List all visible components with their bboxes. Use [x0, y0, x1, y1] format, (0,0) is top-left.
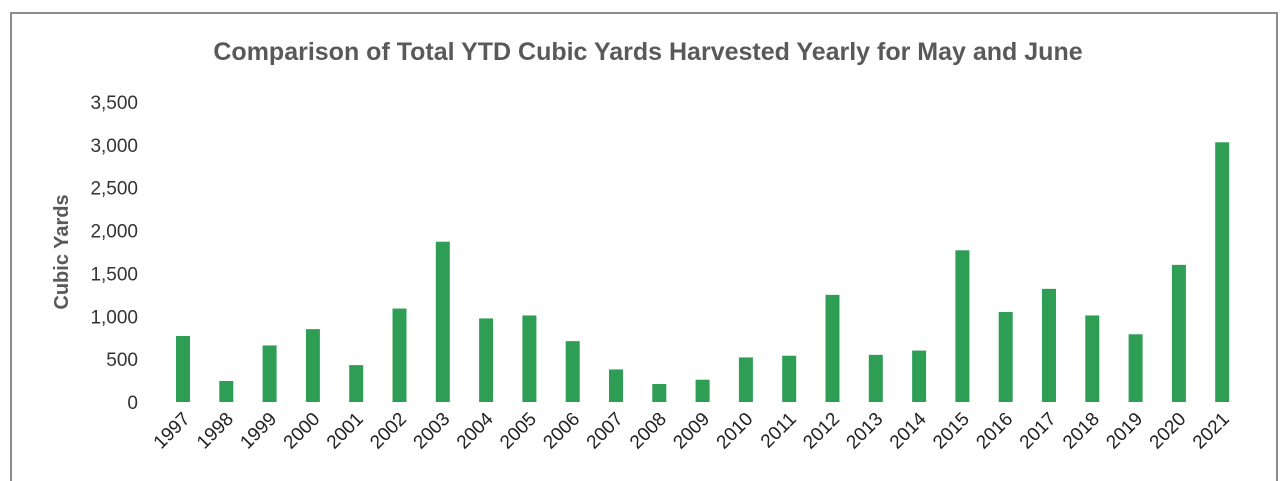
bar-2010 [738, 357, 753, 402]
bar-2004 [479, 318, 494, 402]
x-tick-label: 2008 [626, 409, 671, 454]
x-tick-label: 2018 [1059, 409, 1104, 454]
x-tick-label: 2001 [323, 409, 368, 454]
bar-1998 [219, 381, 234, 402]
x-tick-label: 2012 [799, 409, 844, 454]
x-tick-label: 1997 [150, 409, 195, 454]
chart-frame [10, 12, 1278, 481]
bar-2011 [782, 355, 797, 402]
x-tick-label: 2020 [1146, 409, 1191, 454]
bar-2015 [955, 250, 970, 402]
bar-1997 [176, 336, 190, 402]
x-axis-ticks: 1997199819992000200120022003200420052006… [150, 408, 1234, 453]
x-tick-label: 2021 [1189, 409, 1234, 454]
x-tick-label: 2003 [410, 409, 455, 454]
x-tick-label: 2006 [539, 409, 584, 454]
chart-title: Comparison of Total YTD Cubic Yards Harv… [213, 38, 1082, 66]
x-tick-label: 2011 [757, 409, 801, 453]
x-tick-label: 2017 [1016, 409, 1061, 454]
y-tick-label: 3,500 [90, 93, 138, 114]
bar-2019 [1128, 334, 1143, 402]
y-tick-label: 500 [106, 350, 138, 371]
y-axis-ticks: 0 500 1,000 1,500 2,000 2,500 3,000 3,500 [90, 93, 138, 414]
bar-2020 [1171, 264, 1186, 402]
x-tick-label: 2002 [366, 409, 411, 454]
x-tick-label: 1998 [193, 409, 238, 454]
x-tick-label: 2004 [453, 408, 498, 453]
x-tick-label: 2019 [1102, 409, 1147, 454]
x-tick-label: 2016 [972, 409, 1017, 454]
y-tick-label: 0 [127, 393, 138, 414]
bar-2003 [435, 241, 450, 402]
bar-2016 [998, 312, 1013, 402]
y-tick-label: 2,500 [90, 179, 138, 200]
y-tick-label: 1,000 [90, 307, 138, 328]
bar-2007 [609, 369, 623, 402]
x-tick-label: 1999 [236, 409, 281, 454]
bar-2018 [1085, 315, 1100, 402]
x-tick-label: 2013 [843, 409, 888, 454]
x-tick-label: 2014 [886, 408, 931, 453]
bar-2005 [522, 315, 537, 402]
bar-2006 [565, 341, 580, 402]
x-tick-label: 2015 [929, 409, 974, 454]
x-tick-label: 2007 [583, 409, 628, 454]
bar-2002 [392, 308, 407, 402]
x-tick-label: 2000 [280, 409, 325, 454]
y-tick-label: 3,000 [90, 136, 138, 157]
x-tick-label: 2005 [496, 409, 541, 454]
bar-2001 [349, 365, 364, 402]
bar-2021 [1215, 142, 1230, 403]
bars [176, 142, 1230, 403]
bar-2012 [825, 294, 840, 402]
bar-2009 [695, 379, 710, 402]
bar-2017 [1042, 288, 1056, 402]
bar-2014 [912, 350, 927, 402]
x-tick-label: 2010 [713, 409, 758, 454]
bar-2008 [652, 384, 667, 402]
y-tick-label: 2,000 [90, 222, 138, 243]
x-tick-label: 2009 [669, 409, 714, 454]
bar-2013 [868, 354, 883, 402]
y-axis-label: Cubic Yards [51, 194, 73, 309]
bar-2000 [305, 329, 320, 402]
bar-1999 [262, 345, 277, 402]
y-tick-label: 1,500 [90, 264, 138, 285]
